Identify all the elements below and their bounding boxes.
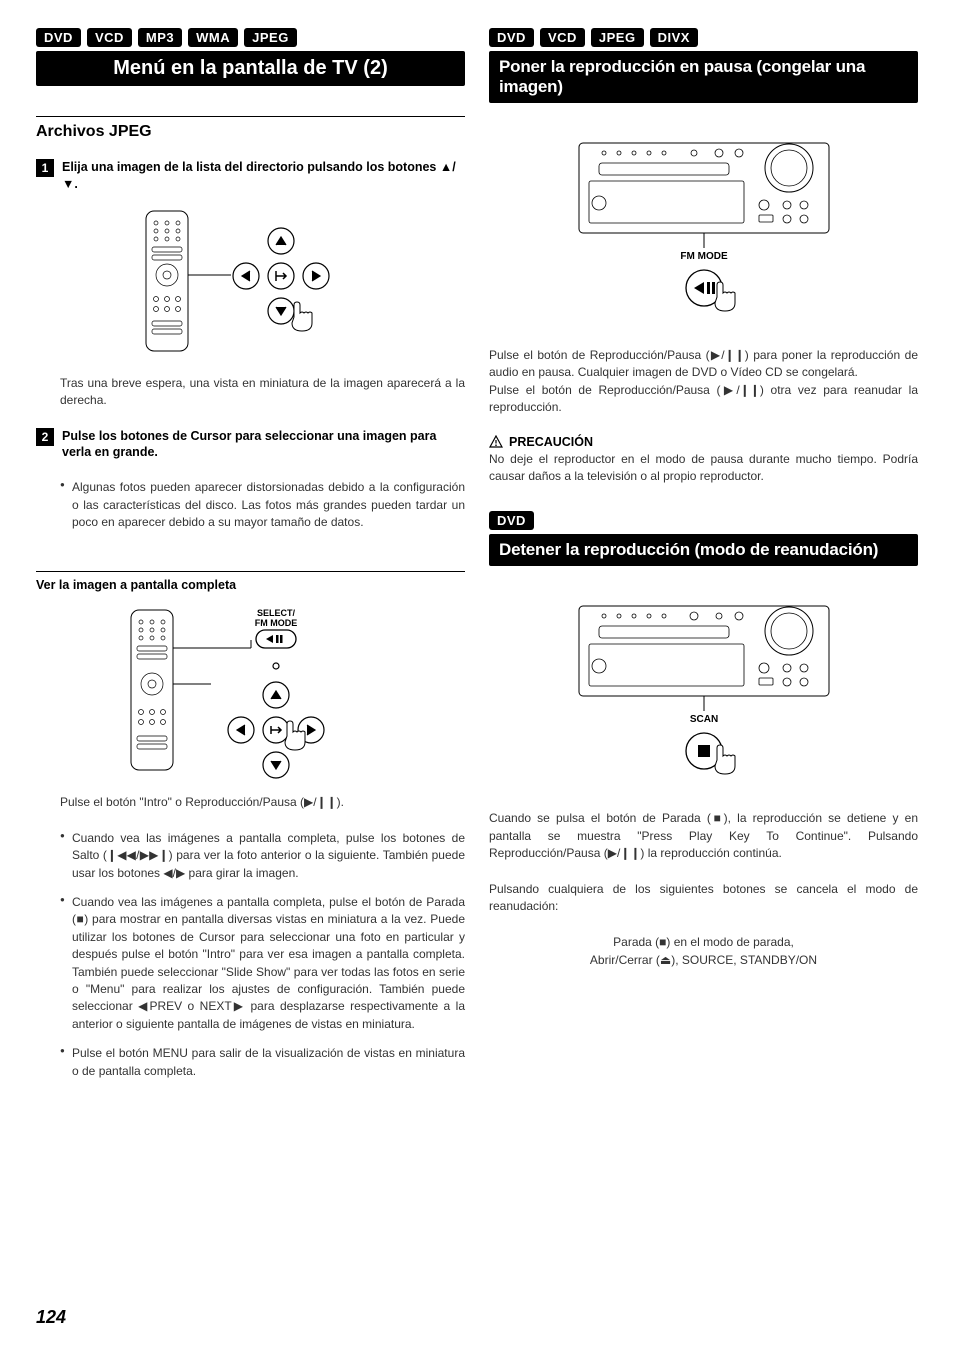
panelA-para2: Pulse el botón de Reproducción/Pausa (▶/… bbox=[489, 382, 918, 417]
left-title: Menú en la pantalla de TV (2) bbox=[36, 51, 465, 86]
panelB-lines: Parada (■) en el modo de parada, Abrir/C… bbox=[489, 933, 918, 969]
badge-dvd: DVD bbox=[36, 28, 81, 47]
panelB-para1: Cuando se pulsa el botón de Parada (■), … bbox=[489, 810, 918, 862]
format-badge-row: DVD VCD MP3 WMA JPEG bbox=[36, 28, 465, 47]
remote-diagram-2: SELECT/ FM MODE bbox=[36, 600, 465, 780]
step-1-text: Elija una imagen de la lista del directo… bbox=[62, 159, 465, 193]
badge-mp3: MP3 bbox=[138, 28, 182, 47]
page-number: 124 bbox=[36, 1307, 66, 1328]
step-1-number: 1 bbox=[36, 159, 54, 177]
right-title-a: Poner la reproducción en pausa (congelar… bbox=[489, 51, 918, 103]
caution-text: No deje el reproductor en el modo de pau… bbox=[489, 451, 918, 486]
jpeg-heading: Archivos JPEG bbox=[36, 123, 465, 141]
fm-mode-label: FM MODE bbox=[680, 251, 728, 262]
sec2-bullet-0: Cuando vea las imágenes a pantalla compl… bbox=[60, 830, 465, 882]
svg-text:SELECT/: SELECT/ bbox=[256, 608, 295, 618]
step-2-text: Pulse los botones de Cursor para selecci… bbox=[62, 428, 465, 462]
remote-diagram-1 bbox=[36, 201, 465, 361]
step-2-number: 2 bbox=[36, 428, 54, 446]
warning-icon bbox=[489, 435, 503, 449]
badge-jpeg: JPEG bbox=[244, 28, 297, 47]
badge-dvd-r: DVD bbox=[489, 28, 534, 47]
fullscreen-heading: Ver la imagen a pantalla completa bbox=[36, 578, 465, 592]
right-title-b: Detener la reproducción (modo de reanuda… bbox=[489, 534, 918, 566]
section-rule bbox=[36, 116, 465, 117]
panelA-para1: Pulse el botón de Reproducción/Pausa (▶/… bbox=[489, 347, 918, 382]
panelB-para2: Pulsando cualquiera de los siguientes bo… bbox=[489, 881, 918, 916]
svg-text:FM MODE: FM MODE bbox=[254, 618, 297, 628]
step-2-bullet: Algunas fotos pueden aparecer distorsion… bbox=[60, 479, 465, 531]
section-rule-2 bbox=[36, 571, 465, 572]
scan-label: SCAN bbox=[689, 714, 717, 725]
badge-jpeg-r: JPEG bbox=[591, 28, 644, 47]
badge-divx-r: DIVX bbox=[650, 28, 698, 47]
sec2-bullet-2: Pulse el botón MENU para salir de la vis… bbox=[60, 1045, 465, 1080]
device-diagram-a: FM MODE bbox=[489, 133, 918, 333]
format-badge-row-r1: DVD VCD JPEG DIVX bbox=[489, 28, 918, 47]
sec2-line: Pulse el botón "Intro" o Reproducción/Pa… bbox=[36, 794, 465, 811]
badge-vcd: VCD bbox=[87, 28, 132, 47]
sec2-bullet-1: Cuando vea las imágenes a pantalla compl… bbox=[60, 894, 465, 1033]
badge-dvd-r2: DVD bbox=[489, 511, 534, 530]
device-diagram-b: SCAN bbox=[489, 596, 918, 796]
caution-label: PRECAUCIÓN bbox=[509, 435, 593, 449]
badge-wma: WMA bbox=[188, 28, 238, 47]
badge-vcd-r: VCD bbox=[540, 28, 585, 47]
step-1-caption: Tras una breve espera, una vista en mini… bbox=[36, 375, 465, 410]
format-badge-row-r2: DVD bbox=[489, 511, 918, 530]
